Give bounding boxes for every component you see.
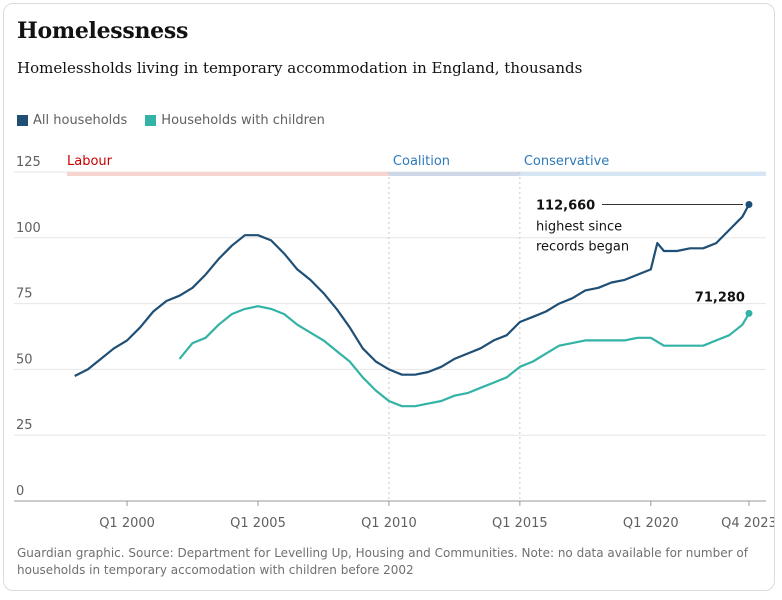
legend: All households Households with children [17, 113, 325, 128]
period-band-conservative [519, 172, 766, 176]
x-tick-label-q1-2015: Q1 2015 [492, 516, 548, 531]
x-tick-label-q1-2000: Q1 2000 [99, 516, 155, 531]
legend-label-households-with-children: Households with children [161, 113, 325, 128]
series-end-point-all-households [745, 200, 753, 208]
legend-swatch-all-households [17, 115, 28, 126]
annotation-value-all-households: 112,660 [536, 198, 595, 213]
chart-title: Homelessness [17, 18, 189, 44]
legend-swatch-households-with-children [145, 115, 157, 126]
y-tick-label-125: 125 [16, 155, 41, 170]
y-tick-label-50: 50 [16, 352, 33, 367]
legend-item-all-households: All households [17, 113, 127, 128]
period-label-conservative: Conservative [524, 154, 609, 169]
series-end-point-households-with-children [745, 309, 753, 317]
series-line-households-with-children [178, 305, 750, 408]
period-band-labour [67, 172, 389, 176]
period-label-labour: Labour [67, 154, 113, 169]
y-tick-label-100: 100 [16, 221, 41, 236]
y-tick-label-25: 25 [16, 418, 33, 433]
line-chart: 0 25 50 75 100 125 Labour Coalition Conservative… [14, 154, 774, 531]
chart-footer-note: Guardian graphic. Source: Department for… [17, 546, 748, 577]
chart-subtitle: Homelessholds living in temporary accomm… [17, 59, 583, 77]
x-tick-label-q1-2005: Q1 2005 [230, 516, 286, 531]
x-tick-label-q1-2020: Q1 2020 [623, 516, 679, 531]
y-tick-label-0: 0 [16, 484, 24, 499]
y-tick-label-75: 75 [16, 287, 33, 302]
period-label-coalition: Coalition [393, 154, 450, 169]
period-band-coalition [388, 172, 520, 176]
chart-card: Homelessness Homelessholds living in tem… [3, 3, 775, 591]
annotation-text-line-2: records began [536, 239, 629, 254]
annotation-text-line-1: highest since [536, 219, 622, 234]
legend-item-households-with-children: Households with children [145, 113, 325, 128]
x-tick-label-q4-2023: Q4 2023 [721, 516, 774, 531]
x-tick-label-q1-2010: Q1 2010 [361, 516, 417, 531]
series-line-all-households [74, 203, 750, 377]
legend-label-all-households: All households [33, 113, 128, 128]
annotation-value-households-with-children: 71,280 [695, 290, 745, 305]
